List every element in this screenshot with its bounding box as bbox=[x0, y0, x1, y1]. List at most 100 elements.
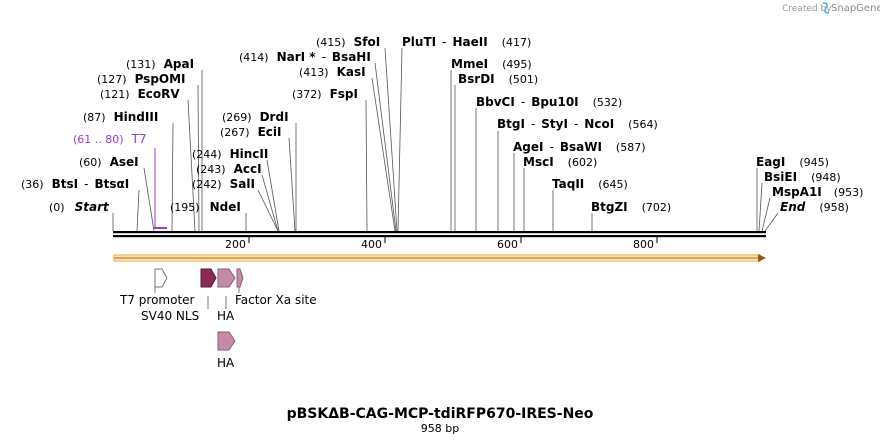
svg-text:EagI(945): EagI (945) bbox=[756, 155, 829, 169]
sequence-backbone bbox=[113, 231, 766, 238]
site-line-end bbox=[764, 212, 779, 232]
feature-label-t7-promoter: T7 promoter bbox=[119, 293, 195, 307]
site-lines bbox=[112, 47, 779, 232]
site-label-nari-bsahi[interactable]: (414) NarI * - BsaHI bbox=[239, 50, 371, 64]
svg-text:BsrDI(501): BsrDI (501) bbox=[458, 72, 538, 86]
site-label-end[interactable]: End (958) bbox=[780, 200, 849, 214]
feature-factor-xa-arrow[interactable] bbox=[236, 268, 244, 288]
svg-text:AgeI-BsaWI(587): AgeI - BsaWI (587) bbox=[513, 140, 646, 154]
feature-label-factor-xa-site: Factor Xa site bbox=[235, 293, 317, 307]
site-line-pluti bbox=[397, 47, 403, 232]
svg-text:(60)AseI: (60) AseI bbox=[79, 155, 139, 169]
site-label-bbvci-bpu10i[interactable]: BbvCI - Bpu10I (532) bbox=[476, 95, 622, 109]
svg-text:(87)HindIII: (87) HindIII bbox=[83, 110, 158, 124]
svg-text:TaqII(645): TaqII (645) bbox=[552, 177, 628, 191]
site-label-ecii[interactable]: (267) EciI bbox=[220, 125, 281, 139]
site-line-btsi bbox=[136, 189, 140, 232]
svg-text:BbvCI-Bpu10I(532): BbvCI - Bpu10I (532) bbox=[476, 95, 622, 109]
svg-text:(267)EciI: (267) EciI bbox=[220, 125, 281, 139]
site-label-btgi-styi-ncoi[interactable]: BtgI - StyI - NcoI (564) bbox=[497, 117, 658, 131]
site-label-bsiei[interactable]: BsiEI (948) bbox=[764, 170, 841, 184]
svg-text:(243)AccI: (243) AccI bbox=[196, 162, 262, 176]
site-line-asei bbox=[143, 167, 155, 232]
feature-label-sv40-nls: SV40 NLS bbox=[141, 309, 199, 323]
site-line-ecii bbox=[288, 137, 296, 232]
svg-text:(36)BtsI-BtsαI: (36) BtsI - BtsαI bbox=[21, 177, 129, 191]
site-label-kasi[interactable]: (413) KasI bbox=[299, 65, 366, 79]
site-label-mmei[interactable]: MmeI (495) bbox=[451, 57, 532, 71]
primer-label-t7[interactable]: (61 .. 80) T7 bbox=[73, 132, 147, 146]
svg-text:MscI(602): MscI (602) bbox=[523, 155, 597, 169]
feature-label-ha-1: HA bbox=[217, 309, 235, 323]
svg-text:(131)ApaI: (131) ApaI bbox=[126, 57, 194, 71]
svg-text:(415)SfoI: (415) SfoI bbox=[316, 35, 380, 49]
brand-text: SnapGene bbox=[831, 3, 880, 14]
plasmid-length: 958 bp bbox=[421, 422, 459, 435]
site-label-msci[interactable]: MscI (602) bbox=[523, 155, 597, 169]
feature-sv40-nls-arrow[interactable] bbox=[200, 268, 217, 288]
feature-t7-promoter-arrow[interactable] bbox=[154, 268, 168, 288]
feature-ha-arrow-1[interactable] bbox=[217, 268, 236, 288]
site-line-mspa1i bbox=[761, 197, 771, 232]
credit-text: Created by bbox=[782, 4, 832, 14]
feature-ha-arrow-2[interactable] bbox=[217, 331, 236, 351]
svg-text:(372)FspI: (372) FspI bbox=[292, 87, 358, 101]
svg-text:BsiEI(948): BsiEI (948) bbox=[764, 170, 841, 184]
ruler-tick-400: 400 bbox=[361, 238, 382, 251]
site-label-acci[interactable]: (243) AccI bbox=[196, 162, 262, 176]
svg-text:(242)SalI: (242) SalI bbox=[192, 177, 255, 191]
svg-text:(413)KasI: (413) KasI bbox=[299, 65, 366, 79]
site-line-pspomi bbox=[197, 84, 200, 232]
site-line-ecorv bbox=[187, 99, 196, 232]
ruler-tick-200: 200 bbox=[225, 238, 246, 251]
feature-label-ha-2: HA bbox=[217, 356, 235, 370]
site-line-hincii bbox=[266, 159, 280, 232]
site-label-drdi[interactable]: (269) DrdI bbox=[222, 110, 289, 124]
svg-text:(127)PspOMI: (127) PspOMI bbox=[97, 72, 186, 86]
site-label-pluti-haeii[interactable]: PluTI - HaeII (417) bbox=[402, 35, 531, 49]
svg-text:End(958): End (958) bbox=[780, 200, 849, 214]
site-label-hincii[interactable]: (244) HincII bbox=[192, 147, 268, 161]
ruler-tick-800: 800 bbox=[633, 238, 654, 251]
site-label-sali[interactable]: (242) SalI bbox=[192, 177, 255, 191]
site-label-taqii[interactable]: TaqII (645) bbox=[552, 177, 628, 191]
site-label-sfoi[interactable]: (415) SfoI bbox=[316, 35, 380, 49]
site-line-sfoi bbox=[384, 47, 398, 232]
site-label-pspomi[interactable]: (127) PspOMI bbox=[97, 72, 186, 86]
site-line-bsiei bbox=[758, 182, 763, 232]
svg-text:(244)HincII: (244) HincII bbox=[192, 147, 268, 161]
plasmid-title: pBSKΔB-CAG-MCP-tdiRFP670-IRES-Neo bbox=[287, 406, 594, 422]
site-label-btsi-btsai[interactable]: (36) BtsI - BtsαI bbox=[21, 177, 129, 191]
site-label-btgzi[interactable]: BtgZI (702) bbox=[591, 200, 671, 214]
svg-text:(61 .. 80)T7: (61 .. 80) T7 bbox=[73, 132, 147, 146]
site-label-agei-bsawi[interactable]: AgeI - BsaWI (587) bbox=[513, 140, 646, 154]
svg-text:MspA1I(953): MspA1I (953) bbox=[772, 185, 863, 199]
site-line-nari bbox=[374, 62, 397, 232]
site-line-fspi bbox=[365, 99, 368, 232]
site-label-asei[interactable]: (60) AseI bbox=[79, 155, 139, 169]
site-label-ecorv[interactable]: (121) EcoRV bbox=[100, 87, 180, 101]
site-line-sali bbox=[257, 189, 279, 232]
primer-t7-marker[interactable] bbox=[153, 148, 167, 229]
svg-text:(121)EcoRV: (121) EcoRV bbox=[100, 87, 180, 101]
site-label-fspi[interactable]: (372) FspI bbox=[292, 87, 358, 101]
svg-text:(414)NarI *-BsaHI: (414) NarI * - BsaHI bbox=[239, 50, 371, 64]
site-label-bsrdi[interactable]: BsrDI (501) bbox=[458, 72, 538, 86]
ruler: 200 400 600 800 bbox=[225, 237, 658, 251]
site-label-mspa1i[interactable]: MspA1I (953) bbox=[772, 185, 863, 199]
snapgene-logo-icon bbox=[822, 2, 830, 14]
site-label-apai[interactable]: (131) ApaI bbox=[126, 57, 194, 71]
site-label-start[interactable]: (0) Start bbox=[49, 200, 110, 214]
svg-text:PluTI-HaeII(417): PluTI - HaeII (417) bbox=[402, 35, 531, 49]
ruler-tick-600: 600 bbox=[497, 238, 518, 251]
site-line-kasi bbox=[371, 77, 396, 232]
site-label-hindiii[interactable]: (87) HindIII bbox=[83, 110, 158, 124]
svg-text:(269)DrdI: (269) DrdI bbox=[222, 110, 289, 124]
site-label-ndei[interactable]: (195) NdeI bbox=[170, 200, 241, 214]
orf-bar[interactable] bbox=[113, 254, 766, 262]
svg-text:BtgI-StyI-NcoI(564): BtgI - StyI - NcoI (564) bbox=[497, 117, 658, 131]
site-line-hindiii bbox=[171, 122, 174, 232]
site-label-eagi[interactable]: EagI (945) bbox=[756, 155, 829, 169]
svg-text:MmeI(495): MmeI (495) bbox=[451, 57, 532, 71]
